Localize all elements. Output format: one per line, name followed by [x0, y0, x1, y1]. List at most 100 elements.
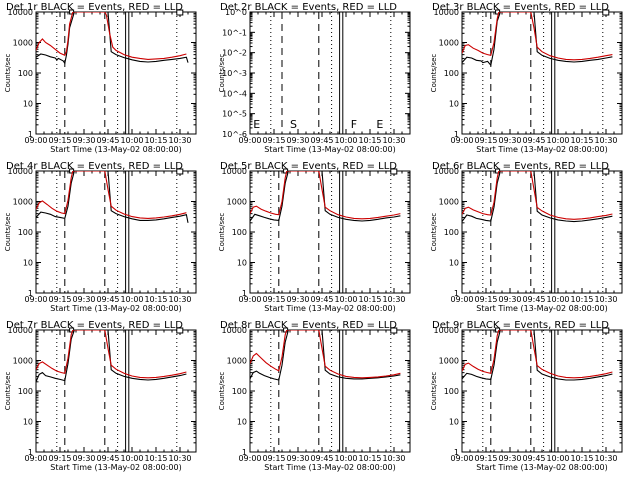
x-tick-label: 09:45 — [522, 295, 545, 304]
y-tick-label: 10000 — [222, 167, 247, 176]
x-tick-label: 09:45 — [310, 454, 333, 463]
y-tick-label: 10^-4 — [222, 89, 247, 98]
y-tick-label: 10000 — [434, 326, 459, 335]
plot-frame — [461, 170, 623, 294]
x-tick-label: 09:45 — [96, 454, 119, 463]
y-tick-label: 10^-2 — [222, 49, 247, 58]
y-axis-label: Counts/sec — [430, 54, 438, 93]
y-tick-label: 100 — [444, 387, 459, 396]
y-tick-label: 1 — [242, 289, 247, 298]
y-tick-label: 1000 — [13, 198, 33, 207]
x-tick-label: 10:30 — [382, 295, 405, 304]
plot-frame — [249, 170, 411, 294]
x-tick-label: 10:30 — [168, 136, 191, 145]
y-tick-label: 10^-6 — [222, 130, 247, 139]
x-tick-label: 10:15 — [358, 295, 381, 304]
x-tick-label: 09:30 — [72, 454, 95, 463]
x-tick-label: 09:00 — [24, 295, 47, 304]
series-line-lld — [36, 171, 187, 219]
y-tick-label: 1 — [28, 448, 33, 457]
panel-det5r: Det 5r BLACK = Events, RED = LLD 1 10 100 10… — [218, 161, 411, 313]
series-line-lld — [36, 330, 187, 379]
x-tick-label: 09:15 — [48, 136, 71, 145]
x-tick-label: 10:15 — [570, 454, 593, 463]
segment-annotation: E — [376, 118, 383, 131]
x-axis-label: Start Time (13-May-02 08:00:00) — [264, 304, 395, 313]
y-tick-label: 1000 — [439, 198, 459, 207]
series-line-lld — [462, 171, 613, 220]
series-line-events — [36, 171, 189, 223]
y-tick-label: 1 — [454, 448, 459, 457]
x-tick-label: 10:00 — [120, 454, 143, 463]
series-line-events — [36, 12, 189, 65]
panel-det6r: Det 6r BLACK = Events, RED = LLD 1 10 100 10… — [430, 161, 623, 313]
x-tick-label: 10:15 — [358, 454, 381, 463]
y-tick-label: 10 — [23, 418, 33, 427]
y-tick-label: 100 — [18, 228, 33, 237]
x-tick-label: 10:00 — [546, 136, 569, 145]
x-tick-label: 09:15 — [474, 454, 497, 463]
y-tick-label: 10 — [449, 100, 459, 109]
x-axis-label: Start Time (13-May-02 08:00:00) — [50, 463, 181, 472]
plot-frame — [249, 11, 411, 135]
panel-det2r: Det 2r BLACK = Events, RED = LLD 10^-6 10^… — [218, 2, 411, 154]
series-line-lld — [250, 330, 401, 379]
x-tick-label: 09:45 — [96, 295, 119, 304]
x-tick-label: 09:30 — [72, 136, 95, 145]
x-tick-label: 09:15 — [48, 454, 71, 463]
x-tick-label: 09:30 — [498, 295, 521, 304]
x-tick-label: 09:45 — [310, 295, 333, 304]
flag-marker — [176, 168, 184, 175]
x-tick-label: 09:15 — [474, 295, 497, 304]
y-tick-label: 1000 — [227, 198, 247, 207]
x-axis-label: Start Time (13-May-02 08:00:00) — [264, 463, 395, 472]
panel-det1r: Det 1r BLACK = Events, RED = LLD 1 10 100 10… — [4, 2, 197, 154]
x-tick-label: 09:45 — [522, 454, 545, 463]
x-tick-label: 09:30 — [286, 136, 309, 145]
y-tick-label: 1 — [454, 289, 459, 298]
x-tick-label: 10:30 — [594, 454, 617, 463]
y-tick-label: 1000 — [439, 39, 459, 48]
x-tick-label: 09:30 — [498, 136, 521, 145]
y-tick-label: 100 — [232, 387, 247, 396]
x-axis-label: Start Time (13-May-02 08:00:00) — [264, 145, 395, 154]
x-tick-label: 10:15 — [144, 454, 167, 463]
x-tick-label: 09:00 — [238, 454, 261, 463]
x-tick-label: 10:00 — [120, 136, 143, 145]
panel-det7r: Det 7r BLACK = Events, RED = LLD 1 10 100 10… — [4, 320, 197, 472]
panel-title: Det 6r BLACK = Events, RED = LLD — [432, 161, 609, 172]
series-line-events — [462, 171, 613, 223]
x-tick-label: 09:15 — [262, 295, 285, 304]
x-tick-label: 09:00 — [24, 454, 47, 463]
panel-title: Det 1r BLACK = Events, RED = LLD — [6, 2, 183, 13]
x-tick-label: 10:30 — [594, 136, 617, 145]
panel-det9r: Det 9r BLACK = Events, RED = LLD 1 10 100 10… — [430, 320, 623, 472]
panel-title: Det 7r BLACK = Events, RED = LLD — [6, 320, 183, 331]
y-tick-label: 10 — [237, 418, 247, 427]
x-tick-label: 09:00 — [238, 295, 261, 304]
x-tick-label: 09:15 — [262, 454, 285, 463]
flag-marker — [602, 327, 610, 334]
y-axis-label: Counts/sec — [4, 372, 12, 411]
x-tick-label: 09:15 — [262, 136, 285, 145]
x-tick-label: 09:00 — [24, 136, 47, 145]
segment-annotation: F — [351, 118, 357, 131]
y-tick-label: 10^-3 — [222, 69, 247, 78]
x-tick-label: 09:30 — [286, 295, 309, 304]
flag-marker — [602, 9, 610, 16]
flag-marker — [390, 327, 398, 334]
x-tick-label: 09:00 — [450, 136, 473, 145]
y-tick-label: 1 — [28, 289, 33, 298]
segment-annotation: S — [290, 118, 297, 131]
panel-title: Det 2r BLACK = Events, RED = LLD — [220, 2, 397, 13]
panel-det4r: Det 4r BLACK = Events, RED = LLD 1 10 100 10… — [4, 161, 197, 313]
y-axis-label: Counts/sec — [4, 213, 12, 252]
x-tick-label: 10:30 — [168, 295, 191, 304]
y-tick-label: 10 — [237, 259, 247, 268]
x-tick-label: 09:30 — [286, 454, 309, 463]
x-tick-label: 10:15 — [144, 295, 167, 304]
x-axis-label: Start Time (13-May-02 08:00:00) — [50, 304, 181, 313]
x-tick-label: 09:15 — [474, 136, 497, 145]
x-tick-label: 09:30 — [498, 454, 521, 463]
plot-frame — [249, 329, 411, 453]
